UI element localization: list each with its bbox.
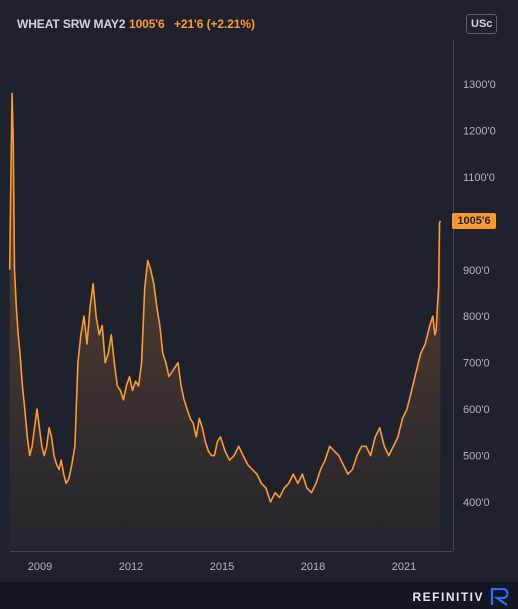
brand-name: REFINITIV <box>412 590 484 604</box>
x-tick-label: 2018 <box>301 561 325 573</box>
last-price-value: 1005'6 <box>129 17 165 31</box>
price-change-value: +21'6 (+2.21%) <box>174 17 255 31</box>
refinitiv-logo-icon <box>490 588 509 606</box>
x-tick-label: 2021 <box>392 561 416 573</box>
price-area-fill <box>9 93 441 552</box>
brand: REFINITIV <box>412 588 510 606</box>
y-tick-label: 700'0 <box>463 358 490 370</box>
x-tick-label: 2009 <box>28 561 52 573</box>
y-tick-label: 800'0 <box>463 311 490 323</box>
y-tick-label: 1100'0 <box>463 172 495 184</box>
chart-panel: 400'0 500'0 600'0 700'0 800'0 900'0 1100'0 1200… <box>0 0 518 582</box>
last-price-axis-label: 1005'6 <box>452 213 496 229</box>
y-tick-label: 500'0 <box>463 451 490 463</box>
y-tick-label: 1200'0 <box>463 125 496 137</box>
y-tick-label: 600'0 <box>463 404 490 416</box>
y-tick-label: 1300'0 <box>463 79 496 91</box>
x-tick-label: 2015 <box>210 561 234 573</box>
price-chart[interactable]: 400'0 500'0 600'0 700'0 800'0 900'0 1100'0 1200… <box>0 0 518 582</box>
price-series-line <box>8 92 442 503</box>
symbol-label: WHEAT SRW MAY2 <box>17 17 126 31</box>
y-tick-label: 400'0 <box>463 497 490 509</box>
unit-badge[interactable]: USc <box>466 14 498 34</box>
x-tick-label: 2012 <box>119 561 143 573</box>
y-tick-label: 900'0 <box>463 265 490 277</box>
